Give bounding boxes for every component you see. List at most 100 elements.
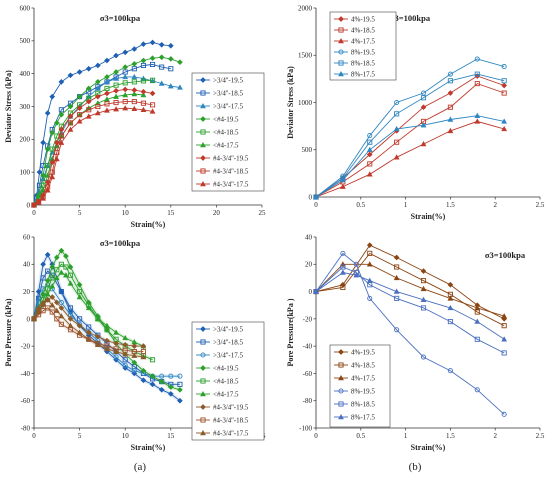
data-point [313, 288, 319, 294]
data-point [44, 146, 51, 153]
data-point [63, 253, 69, 259]
data-point [158, 80, 165, 86]
series-7 [31, 305, 146, 355]
series-line [315, 75, 505, 198]
data-point [122, 362, 128, 368]
legend-label: #4-3/4''-19.5 [213, 403, 249, 411]
data-point [67, 280, 74, 286]
data-point [67, 72, 74, 79]
data-point [76, 294, 83, 300]
data-point [420, 285, 427, 292]
data-point [140, 78, 146, 84]
legend-label: 4%-17.5 [351, 37, 375, 45]
data-point [447, 127, 454, 134]
data-point [474, 71, 480, 77]
panel-label-a: (a) [134, 461, 147, 473]
y-axis-label: Pore Pressure(kPa ) [286, 298, 295, 366]
data-point [140, 57, 147, 64]
data-point [353, 261, 359, 267]
y-tick-label: -60 [21, 397, 31, 405]
data-point [35, 199, 42, 205]
data-point [158, 378, 165, 385]
legend-label: <#4-19.5 [213, 364, 239, 372]
data-point [76, 69, 83, 75]
sigma-annotation: σ3=100kpa [485, 250, 526, 260]
legend-label: #4-3/4''-17.5 [213, 429, 249, 437]
data-point [501, 64, 507, 70]
data-point [140, 91, 147, 98]
data-point [44, 296, 51, 302]
data-point [501, 411, 507, 417]
data-point [340, 264, 346, 270]
series-4 [313, 71, 507, 200]
data-point [49, 146, 55, 152]
data-point [49, 264, 56, 270]
data-point [140, 100, 146, 106]
series-line [315, 120, 505, 198]
data-point [104, 322, 110, 328]
panel-label-b: (b) [409, 461, 422, 473]
x-tick-label: 5 [78, 432, 82, 440]
data-point [131, 99, 137, 105]
data-point [420, 305, 427, 311]
data-point [58, 321, 64, 327]
x-tick-label: 2.5 [536, 201, 545, 209]
data-point [104, 78, 110, 85]
data-point [420, 122, 427, 128]
data-point [40, 172, 46, 179]
x-tick-label: 0.5 [356, 432, 365, 440]
data-point [40, 299, 47, 305]
data-point [94, 85, 101, 91]
data-point [95, 79, 101, 85]
legend-label: 4%-17.5 [351, 374, 375, 382]
legend-label: <#4-18.5 [213, 377, 239, 385]
data-point [149, 55, 156, 62]
series-line [315, 115, 505, 198]
x-tick-label: 25 [259, 209, 267, 217]
legend-marker [200, 339, 206, 345]
data-point [393, 125, 400, 132]
series-line [33, 79, 153, 206]
y-tick-label: -80 [21, 424, 31, 432]
legend-label: 8%-18.5 [351, 59, 375, 67]
data-point [76, 329, 83, 335]
x-tick-label: 2 [493, 432, 497, 440]
legend-marker [200, 129, 206, 135]
data-point [149, 373, 156, 379]
x-tick-label: 0 [314, 201, 318, 209]
data-point [122, 357, 128, 363]
legend-label: #4-3/4''-17.5 [213, 180, 249, 188]
x-tick-label: 0 [32, 209, 36, 217]
y-tick-label: 40 [23, 261, 31, 269]
data-point [474, 387, 480, 393]
series-line [315, 73, 505, 198]
data-point [420, 90, 427, 96]
data-point [393, 288, 400, 294]
data-point [447, 78, 453, 84]
data-point [40, 261, 46, 268]
legend-label: <#4-18.5 [213, 128, 239, 136]
data-point [501, 118, 508, 124]
data-point [131, 368, 137, 374]
legend-label: 8%-17.5 [351, 413, 375, 421]
data-point [67, 272, 74, 278]
data-point [366, 242, 373, 249]
data-point [86, 324, 92, 330]
data-point [58, 261, 64, 267]
data-point [420, 104, 427, 111]
data-point [501, 78, 507, 84]
data-point [104, 337, 110, 344]
data-point [95, 333, 101, 340]
data-point [474, 318, 481, 324]
legend-marker [200, 326, 206, 332]
data-point [177, 386, 183, 393]
legend-label: 8%-17.5 [351, 70, 375, 78]
legend-label: >3/4''-17.5 [213, 102, 243, 110]
data-point [177, 84, 183, 90]
data-point [140, 41, 147, 47]
y-axis-label: Deviator Stress (kPa) [286, 66, 295, 139]
x-axis-label: Strain(%) [131, 443, 166, 452]
legend-marker [338, 374, 344, 381]
